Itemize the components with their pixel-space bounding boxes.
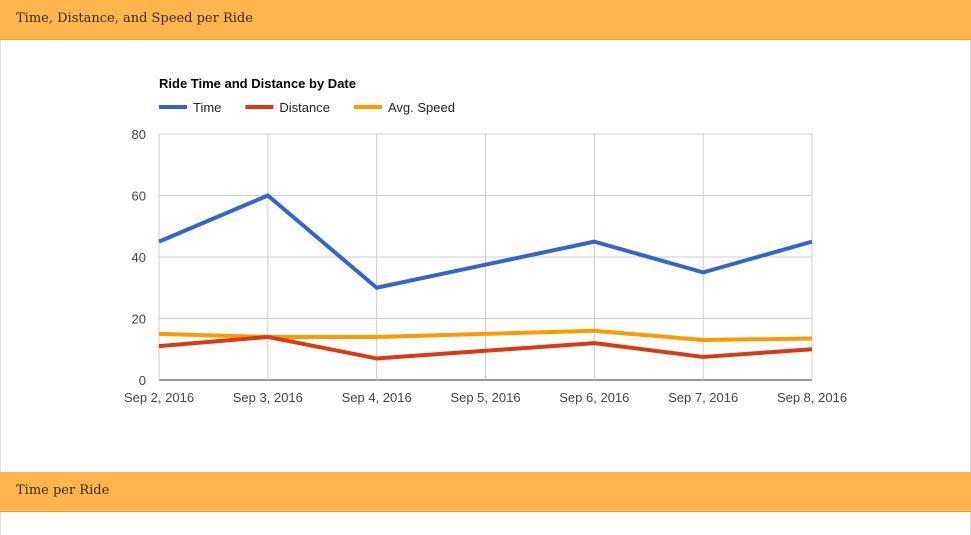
- y-tick-label: 80: [132, 127, 146, 142]
- y-tick-label: 40: [132, 250, 146, 265]
- x-axis-ticks: Sep 2, 2016 Sep 3, 2016 Sep 4, 2016 Sep 5, …: [124, 390, 847, 405]
- x-tick-label: Sep 2, 2016: [124, 390, 194, 405]
- panel-header-time-distance-speed: Time, Distance, and Speed per Ride: [0, 0, 971, 40]
- y-axis-ticks: 0 20 40 60 80: [132, 127, 146, 388]
- series-line-distance: [158, 334, 813, 361]
- x-tick-label: Sep 5, 2016: [450, 390, 520, 405]
- x-tick-label: Sep 6, 2016: [559, 390, 629, 405]
- chart-panel: Ride Time and Distance by Date Time Dista…: [0, 40, 971, 472]
- x-tick-label: Sep 7, 2016: [668, 390, 738, 405]
- panel-header-time-per-ride: Time per Ride: [0, 472, 971, 512]
- x-tick-label: Sep 8, 2016: [777, 390, 847, 405]
- time-per-ride-panel: [0, 512, 971, 535]
- legend-label: Time: [193, 100, 221, 115]
- legend-label: Avg. Speed: [388, 100, 455, 115]
- panel-title: Time per Ride: [16, 483, 110, 498]
- chart-series-lines: [158, 193, 813, 361]
- legend-label: Distance: [279, 100, 330, 115]
- panel-title: Time, Distance, and Speed per Ride: [16, 11, 253, 26]
- line-chart: Ride Time and Distance by Date Time Dista…: [124, 76, 847, 405]
- y-tick-label: 60: [132, 189, 146, 204]
- y-tick-label: 20: [132, 312, 146, 327]
- x-tick-label: Sep 3, 2016: [233, 390, 303, 405]
- series-line-time: [158, 193, 813, 290]
- chart-grid: [158, 133, 813, 381]
- y-tick-label: 0: [139, 373, 146, 388]
- chart-title: Ride Time and Distance by Date: [159, 76, 356, 91]
- chart-legend: Time Distance Avg. Speed: [159, 100, 455, 115]
- x-tick-label: Sep 4, 2016: [342, 390, 412, 405]
